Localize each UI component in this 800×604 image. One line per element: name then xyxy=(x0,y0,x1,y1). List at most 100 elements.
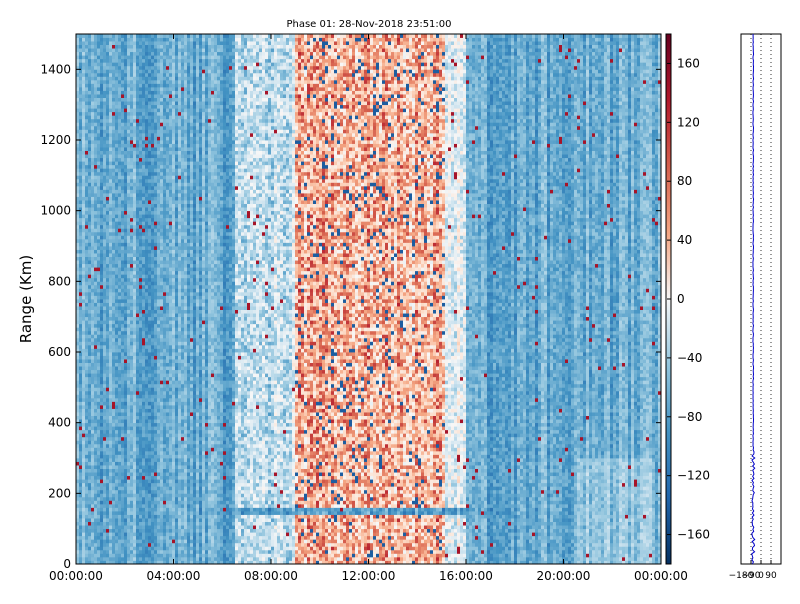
heatmap-cell xyxy=(133,486,137,491)
heatmap-cell xyxy=(88,486,92,491)
heatmap-cell xyxy=(154,65,158,70)
heatmap-cell xyxy=(100,171,104,176)
heatmap-cell xyxy=(76,447,80,452)
heatmap-cell xyxy=(127,104,131,109)
heatmap-cell xyxy=(133,87,137,91)
heatmap-cell xyxy=(163,468,167,473)
heatmap-cell xyxy=(118,34,122,38)
heatmap-cell xyxy=(172,277,176,282)
heatmap-cell xyxy=(172,412,176,416)
heatmap-cell xyxy=(106,503,110,508)
heatmap-cell xyxy=(172,291,176,296)
heatmap-cell xyxy=(121,136,125,141)
heatmap-cell xyxy=(121,401,125,406)
heatmap-cell xyxy=(97,224,101,229)
heatmap-cell xyxy=(79,408,83,413)
heatmap-cell xyxy=(148,376,152,381)
heatmap-cell xyxy=(82,475,86,480)
heatmap-cell xyxy=(121,231,125,236)
heatmap-cell xyxy=(160,465,164,469)
heatmap-cell xyxy=(112,129,116,134)
heatmap-cell xyxy=(100,450,104,455)
heatmap-cell xyxy=(169,542,173,547)
heatmap-cell xyxy=(130,41,134,45)
heatmap-cell xyxy=(127,387,131,392)
heatmap-cell xyxy=(121,507,125,512)
heatmap-cell xyxy=(154,284,158,289)
heatmap-cell xyxy=(115,295,119,300)
heatmap-cell xyxy=(148,284,152,289)
heatmap-cell xyxy=(169,178,173,183)
heatmap-cell xyxy=(133,387,137,392)
heatmap-cell xyxy=(109,69,113,74)
heatmap-cell xyxy=(94,44,98,49)
heatmap-cell xyxy=(136,270,140,275)
heatmap-cell xyxy=(115,390,119,395)
heatmap-cell xyxy=(88,337,92,342)
heatmap-cell xyxy=(163,37,167,42)
heatmap-cell xyxy=(76,496,80,501)
heatmap-cell xyxy=(106,532,110,537)
heatmap-cell xyxy=(97,450,101,455)
heatmap-cell xyxy=(112,472,116,477)
heatmap-cell xyxy=(88,108,92,113)
heatmap-cell xyxy=(139,58,143,63)
heatmap-cell xyxy=(130,193,134,197)
heatmap-cell xyxy=(172,528,176,533)
heatmap-cell xyxy=(139,178,143,183)
heatmap-cell xyxy=(82,207,86,212)
heatmap-cell xyxy=(118,454,122,459)
heatmap-cell xyxy=(100,203,104,208)
heatmap-cell xyxy=(85,337,89,342)
heatmap-cell xyxy=(130,405,134,409)
heatmap-cell xyxy=(145,362,149,367)
heatmap-cell xyxy=(127,518,131,522)
heatmap-cell xyxy=(112,503,116,508)
heatmap-cell xyxy=(172,525,176,530)
heatmap-cell xyxy=(148,546,152,551)
heatmap-cell xyxy=(169,51,173,56)
heatmap-cell xyxy=(127,203,131,208)
heatmap-cell xyxy=(148,429,152,434)
heatmap-cell xyxy=(85,419,89,424)
heatmap-cell xyxy=(160,447,164,452)
heatmap-cell xyxy=(154,306,158,310)
heatmap-cell xyxy=(124,263,128,268)
heatmap-cell xyxy=(148,355,152,360)
heatmap-cell xyxy=(118,94,122,98)
heatmap-cell xyxy=(94,178,98,183)
heatmap-cell xyxy=(142,330,146,335)
heatmap-cell xyxy=(103,260,107,265)
heatmap-cell xyxy=(94,200,98,204)
heatmap-cell xyxy=(169,383,173,388)
heatmap-cell xyxy=(169,433,173,438)
heatmap-cell xyxy=(157,217,161,222)
heatmap-cell xyxy=(172,65,176,70)
heatmap-cell xyxy=(130,37,134,42)
heatmap-cell xyxy=(133,168,137,173)
heatmap-cell xyxy=(175,440,179,445)
heatmap-cell xyxy=(136,415,140,420)
heatmap-cell xyxy=(85,334,89,339)
heatmap-cell xyxy=(157,366,161,371)
heatmap-cell xyxy=(160,48,164,53)
heatmap-cell xyxy=(145,539,149,544)
heatmap-cell xyxy=(148,556,152,561)
heatmap-cell xyxy=(94,76,98,81)
heatmap-cell xyxy=(94,482,98,487)
heatmap-cell xyxy=(142,525,146,530)
heatmap-cell xyxy=(157,94,161,98)
heatmap-cell xyxy=(115,532,119,537)
heatmap-cell xyxy=(79,157,83,162)
heatmap-cell xyxy=(148,440,152,445)
heatmap-cell xyxy=(121,408,125,413)
heatmap-cell xyxy=(121,281,125,286)
heatmap-cell xyxy=(169,496,173,501)
heatmap-cell xyxy=(103,521,107,526)
heatmap-cell xyxy=(157,542,161,547)
heatmap-cell xyxy=(160,171,164,176)
heatmap-cell xyxy=(106,405,110,409)
heatmap-cell xyxy=(145,242,149,247)
heatmap-cell xyxy=(106,122,110,127)
heatmap-cell xyxy=(169,58,173,63)
